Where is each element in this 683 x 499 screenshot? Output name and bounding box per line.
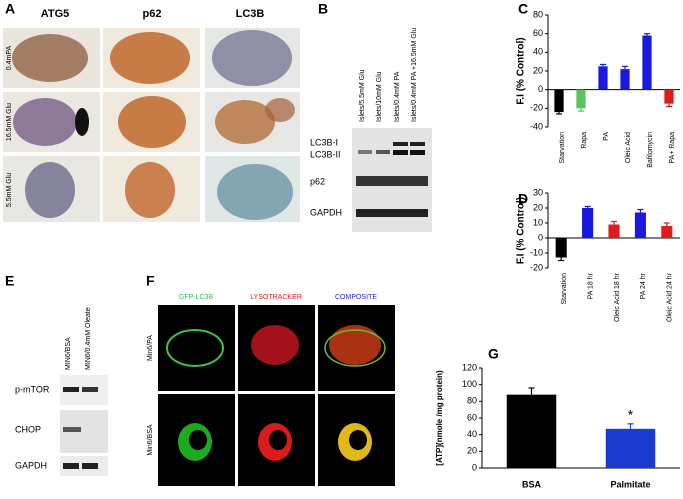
column-header: GFP-LC3B [179,294,214,301]
bar [555,238,567,258]
bar [576,89,586,109]
band-label: p62 [310,176,325,186]
bar [554,89,564,113]
y-tick-label: 30 [533,187,543,197]
row-label: 5.5mM Glu [6,173,13,207]
y-tick-label: 20 [533,65,543,75]
bar [661,226,673,238]
y-tick-label: -20 [530,262,543,272]
panel-label: A [5,1,15,17]
x-tick-label: BSA [522,479,542,489]
lane-label: Islets/5.5mM Glu [359,69,366,122]
row-label: 16.5mM Glu [6,103,13,141]
lane-label: Islets/10mM Glu [376,71,383,122]
band-label: CHOP [15,424,41,434]
column-header: ATG5 [41,8,70,20]
x-tick-label: PA [603,132,610,141]
bar [608,224,620,238]
y-tick-label: 0 [538,84,543,94]
band-label: LC3B-II [310,149,341,159]
panel-a-images [3,28,300,222]
panel-label: F [146,273,155,289]
annotation: * [628,407,634,423]
panel-label: E [5,273,14,289]
y-tick-label: 80 [467,396,477,406]
lane-label: Islets/0.4mM PA [394,71,401,122]
y-axis-label: [ATP](nmole /mg protein) [435,370,444,466]
band-label: GAPDH [310,207,342,217]
y-tick-label: 20 [533,202,543,212]
column-header: p62 [143,8,162,20]
x-tick-label: Oleic Acid 18 hr [614,272,621,322]
y-axis-label: F.I (% Control) [516,197,527,264]
panel-b-blot [352,128,432,232]
column-header: COMPOSITE [335,294,377,301]
row-label: 0.4mPA [6,45,13,70]
lane-label: Islets/0.4mM PA +16.5mM Glu [411,28,418,122]
y-tick-label: 40 [467,429,477,439]
lane-label: MIN6/0.4mM Oleate [85,307,92,370]
y-tick-label: 40 [533,47,543,57]
band-label: GAPDH [15,460,47,470]
bar [598,66,608,90]
x-tick-label: Rapa [581,132,588,149]
x-tick-label: PA 24 hr [640,272,647,299]
bar [642,35,652,90]
y-tick-label: 0 [538,232,543,242]
panel-label: B [318,1,328,17]
x-tick-label: Oleic Acid 24 hr [667,272,674,322]
row-label: Min6/PA [147,335,154,361]
x-tick-label: PA+ Rapa [669,132,676,164]
y-tick-label: -10 [530,247,543,257]
panel-label: G [488,346,499,362]
y-tick-label: -20 [530,103,543,113]
band-label: p-mTOR [15,384,50,394]
column-header: LYSOTRACKER [250,294,302,301]
y-tick-label: 60 [533,28,543,38]
y-tick-label: 20 [467,446,477,456]
x-tick-label: Starvation [559,132,566,164]
column-header: LC3B [236,8,265,20]
y-tick-label: 100 [462,379,477,389]
bar [506,394,557,468]
panel-e-blot [60,375,108,476]
panel-label: D [518,191,528,207]
y-tick-label: 120 [462,362,477,372]
row-label: Min6/BSA [147,424,154,455]
y-tick-label: 60 [467,412,477,422]
panel-f-images [158,305,395,486]
bar [664,89,674,104]
x-tick-label: Oleic Acid [625,132,632,163]
y-axis-label: F.I (% Control) [516,37,527,104]
y-tick-label: 80 [533,9,543,19]
y-tick-label: 10 [533,217,543,227]
x-tick-label: PA 18 hr [587,272,594,299]
bar [582,208,594,238]
x-tick-label: Bafilomycin [647,132,654,168]
bar [605,428,656,468]
bar [620,69,630,90]
y-tick-label: -40 [530,121,543,131]
x-tick-label: Palmitate [610,479,650,489]
bar [634,212,646,238]
lane-label: MIN6/BSA [65,337,72,370]
band-label: LC3B-I [310,137,338,147]
x-tick-label: Starvation [561,273,568,305]
y-tick-label: 0 [472,462,477,472]
panel-label: C [518,1,528,17]
